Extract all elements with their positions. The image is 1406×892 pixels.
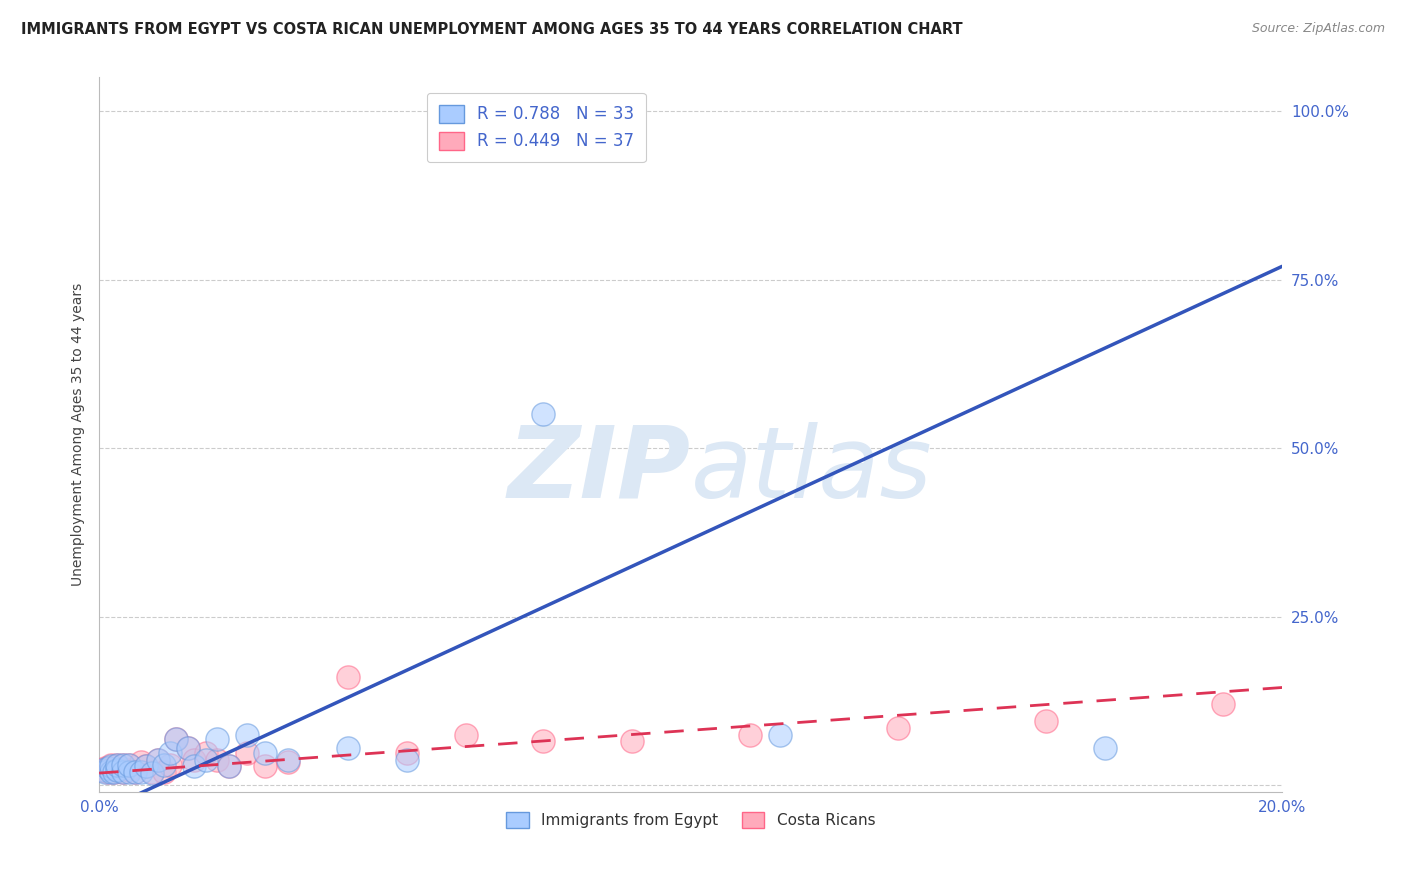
Point: [97, 761, 120, 775]
Point: [135, 759, 157, 773]
Point: [183, 759, 205, 773]
Point: [100, 764, 122, 779]
Point: [207, 753, 229, 767]
Point: [91, 764, 114, 778]
Point: [277, 753, 299, 767]
Point: [118, 758, 141, 772]
Point: [129, 755, 152, 769]
Point: [395, 753, 418, 767]
Point: [194, 746, 217, 760]
Point: [91, 764, 114, 778]
Point: [768, 728, 790, 742]
Point: [531, 408, 554, 422]
Point: [103, 764, 125, 779]
Point: [253, 746, 276, 760]
Point: [105, 764, 128, 778]
Point: [100, 761, 122, 775]
Point: [97, 764, 120, 779]
Point: [118, 764, 141, 779]
Point: [105, 758, 128, 772]
Point: [105, 758, 128, 772]
Point: [620, 734, 643, 748]
Point: [165, 732, 187, 747]
Point: [738, 728, 761, 742]
Point: [253, 759, 276, 773]
Point: [207, 732, 229, 747]
Point: [148, 753, 170, 767]
Legend: Immigrants from Egypt, Costa Ricans: Immigrants from Egypt, Costa Ricans: [501, 805, 882, 834]
Point: [218, 759, 240, 773]
Point: [100, 759, 122, 773]
Point: [159, 758, 181, 772]
Point: [111, 764, 134, 779]
Point: [94, 761, 117, 775]
Text: IMMIGRANTS FROM EGYPT VS COSTA RICAN UNEMPLOYMENT AMONG AGES 35 TO 44 YEARS CORR: IMMIGRANTS FROM EGYPT VS COSTA RICAN UNE…: [21, 22, 963, 37]
Point: [454, 728, 477, 742]
Point: [194, 753, 217, 767]
Point: [1035, 714, 1057, 729]
Point: [1212, 698, 1234, 712]
Point: [141, 764, 163, 779]
Point: [218, 759, 240, 773]
Y-axis label: Unemployment Among Ages 35 to 44 years: Unemployment Among Ages 35 to 44 years: [72, 283, 86, 586]
Point: [94, 764, 117, 779]
Point: [105, 759, 128, 773]
Point: [236, 746, 259, 760]
Point: [531, 734, 554, 748]
Point: [118, 758, 141, 772]
Text: atlas: atlas: [690, 422, 932, 519]
Text: ZIP: ZIP: [508, 422, 690, 519]
Text: Source: ZipAtlas.com: Source: ZipAtlas.com: [1251, 22, 1385, 36]
Point: [159, 746, 181, 760]
Point: [887, 721, 910, 735]
Point: [183, 753, 205, 767]
Point: [153, 758, 176, 772]
Point: [135, 759, 157, 773]
Point: [118, 764, 141, 778]
Point: [177, 741, 200, 756]
Point: [111, 764, 134, 779]
Point: [100, 758, 122, 772]
Point: [336, 741, 359, 756]
Point: [103, 764, 125, 779]
Point: [395, 746, 418, 760]
Point: [124, 764, 146, 779]
Point: [129, 764, 152, 779]
Point: [148, 753, 170, 767]
Point: [111, 758, 134, 772]
Point: [141, 766, 163, 780]
Point: [236, 728, 259, 742]
Point: [1094, 741, 1116, 756]
Point: [124, 764, 146, 779]
Point: [177, 741, 200, 756]
Point: [336, 670, 359, 684]
Point: [277, 755, 299, 769]
Point: [111, 758, 134, 772]
Point: [153, 764, 176, 779]
Point: [165, 732, 187, 747]
